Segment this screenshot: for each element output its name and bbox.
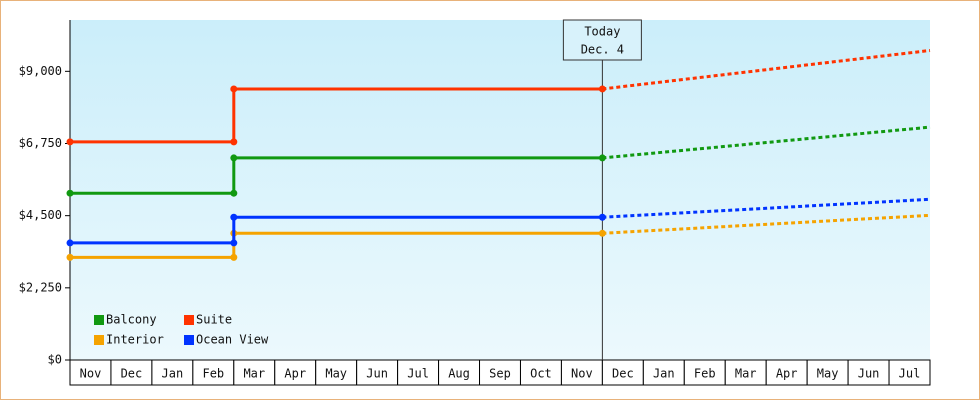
legend-label: Interior xyxy=(106,333,164,347)
x-category-box xyxy=(683,359,726,386)
x-category-box xyxy=(192,359,235,386)
today-box xyxy=(562,19,642,61)
x-category-box xyxy=(724,359,767,386)
x-tick-label: Feb xyxy=(694,367,716,381)
legend-swatch xyxy=(184,335,194,345)
x-tick-label: Apr xyxy=(284,367,306,381)
series-line xyxy=(70,231,603,259)
x-category-box xyxy=(479,359,521,386)
x-tick-label: Mar xyxy=(243,367,265,381)
x-tick-label: Jun xyxy=(366,367,388,381)
x-tick-label: Mar xyxy=(735,367,757,381)
series-line xyxy=(70,215,603,245)
x-category-box xyxy=(274,359,317,386)
y-tick-label: $2,250 xyxy=(19,280,62,294)
forecast-line xyxy=(602,125,931,160)
y-tick-label: $6,750 xyxy=(19,136,62,150)
x-tick-label: Jun xyxy=(858,367,880,381)
legend-swatch xyxy=(94,315,104,325)
x-tick-label: Dec xyxy=(612,367,634,381)
x-category-box xyxy=(438,359,481,386)
forecast-line xyxy=(602,197,931,219)
x-category-box xyxy=(356,359,399,386)
today-label: Dec. 4 xyxy=(581,43,624,57)
forecast-line xyxy=(602,213,931,235)
plot-area xyxy=(70,20,930,360)
y-tick-label: $0 xyxy=(48,353,62,367)
x-category-box xyxy=(315,359,358,386)
x-tick-label: Dec xyxy=(121,367,143,381)
x-tick-label: Apr xyxy=(776,367,798,381)
y-tick-label: $4,500 xyxy=(19,208,62,222)
x-tick-label: Jan xyxy=(653,367,675,381)
legend-swatch xyxy=(94,335,104,345)
y-tick-label: $9,000 xyxy=(19,64,62,78)
forecast-line xyxy=(602,48,931,91)
legend-label: Balcony xyxy=(106,313,157,327)
x-tick-label: Sep xyxy=(489,367,511,381)
legend-swatch xyxy=(184,315,194,325)
x-category-box xyxy=(397,359,440,386)
x-tick-label: Jul xyxy=(407,367,429,381)
x-category-box xyxy=(888,359,931,386)
x-category-box xyxy=(519,359,562,386)
legend-label: Suite xyxy=(196,313,232,327)
series-line xyxy=(70,87,603,144)
series-line xyxy=(70,156,603,195)
x-tick-label: Feb xyxy=(202,367,224,381)
x-category-box xyxy=(233,359,276,386)
x-tick-label: Jan xyxy=(162,367,184,381)
x-tick-label: May xyxy=(817,367,839,381)
x-tick-label: Aug xyxy=(448,367,470,381)
today-label: Today xyxy=(584,25,620,39)
x-tick-label: Jul xyxy=(899,367,921,381)
x-tick-label: Nov xyxy=(80,367,102,381)
x-category-box xyxy=(151,359,194,386)
x-tick-label: Nov xyxy=(571,367,593,381)
x-tick-label: Oct xyxy=(530,367,552,381)
x-category-box xyxy=(560,359,603,386)
x-tick-label: May xyxy=(325,367,347,381)
legend-label: Ocean View xyxy=(196,333,269,347)
